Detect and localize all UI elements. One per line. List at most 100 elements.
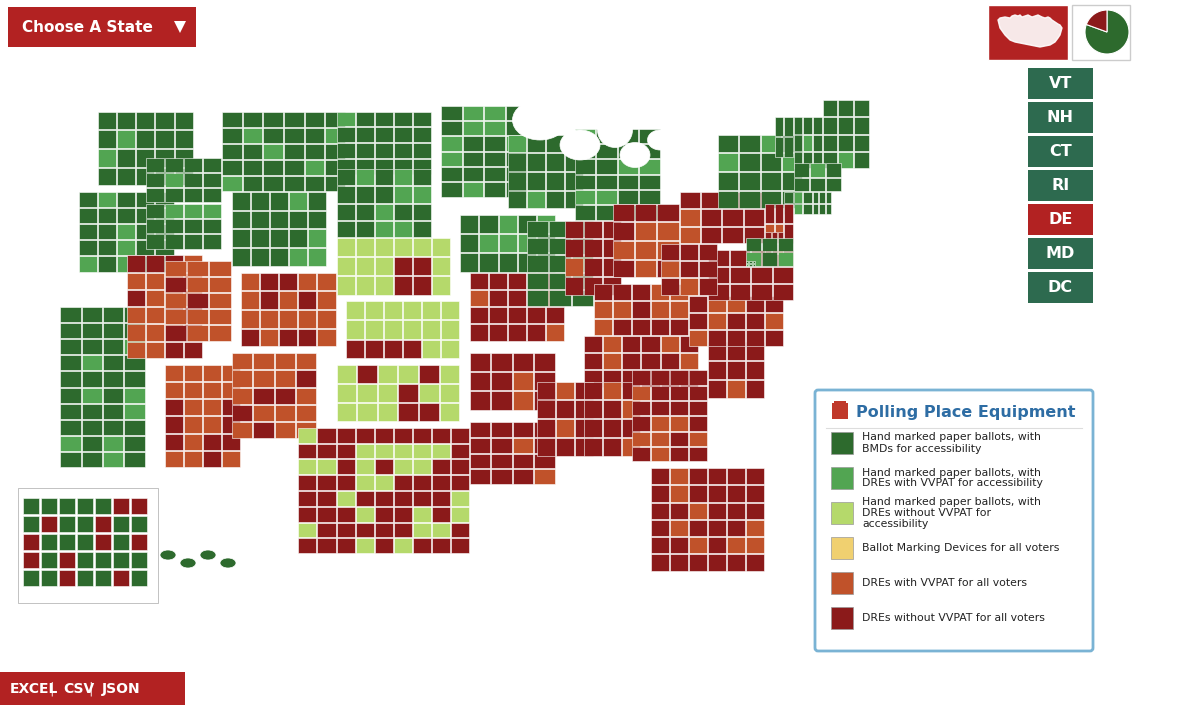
Bar — [394, 203, 412, 220]
Bar — [41, 552, 58, 568]
Bar — [432, 491, 450, 506]
Bar — [118, 240, 136, 255]
Bar — [766, 313, 784, 329]
Bar — [318, 475, 336, 490]
Bar — [241, 310, 259, 328]
Bar — [413, 507, 431, 522]
Bar — [635, 241, 656, 259]
Bar — [184, 307, 202, 323]
Bar — [670, 432, 688, 446]
Bar — [442, 340, 460, 358]
Bar — [79, 257, 97, 272]
Bar — [442, 106, 462, 120]
Bar — [413, 111, 431, 126]
Bar — [413, 169, 431, 185]
Text: BMDs for accessibility: BMDs for accessibility — [862, 444, 982, 454]
Bar — [60, 420, 80, 435]
Bar — [365, 301, 383, 320]
Bar — [439, 403, 460, 421]
Bar — [442, 320, 460, 339]
Bar — [762, 238, 778, 252]
Bar — [232, 405, 252, 421]
Bar — [527, 307, 545, 323]
Bar — [826, 192, 832, 203]
Bar — [508, 272, 526, 289]
Bar — [642, 336, 660, 352]
Bar — [575, 160, 595, 174]
Bar — [536, 253, 554, 272]
Bar — [103, 452, 124, 467]
Bar — [164, 324, 184, 340]
Bar — [536, 438, 554, 455]
Bar — [508, 172, 526, 189]
Bar — [308, 211, 326, 228]
Bar — [746, 503, 764, 519]
Bar — [241, 272, 259, 290]
Bar — [251, 230, 269, 247]
Polygon shape — [12, 65, 67, 135]
Bar — [727, 520, 745, 536]
Bar — [232, 353, 252, 369]
Bar — [596, 160, 617, 174]
Bar — [751, 250, 772, 266]
Bar — [491, 422, 512, 437]
Bar — [730, 250, 750, 266]
Bar — [491, 372, 512, 391]
Bar — [727, 485, 745, 501]
Bar — [652, 301, 670, 318]
Bar — [727, 537, 745, 553]
Bar — [394, 128, 412, 142]
Bar — [1028, 136, 1093, 167]
Bar — [137, 240, 155, 255]
Bar — [98, 130, 116, 148]
Bar — [98, 208, 116, 223]
Bar — [470, 353, 491, 372]
Bar — [60, 355, 80, 370]
Bar — [318, 310, 336, 328]
Bar — [613, 301, 631, 318]
Bar — [679, 261, 697, 277]
Bar — [146, 290, 164, 306]
Bar — [822, 117, 838, 133]
Bar — [826, 178, 841, 191]
Bar — [830, 537, 853, 559]
Bar — [355, 444, 373, 459]
Bar — [1072, 5, 1130, 60]
Bar — [596, 174, 617, 189]
Bar — [413, 238, 431, 256]
Bar — [766, 233, 770, 242]
Bar — [635, 222, 656, 240]
Text: accessibility: accessibility — [862, 519, 929, 529]
Bar — [830, 607, 853, 629]
Bar — [103, 355, 124, 370]
Bar — [491, 353, 512, 372]
Bar — [60, 339, 80, 354]
Bar — [355, 169, 373, 185]
Bar — [384, 301, 402, 320]
Polygon shape — [174, 21, 186, 33]
Bar — [299, 538, 317, 553]
Bar — [275, 388, 295, 403]
Bar — [679, 226, 700, 242]
Bar — [463, 152, 484, 166]
Bar — [118, 149, 136, 167]
Bar — [103, 420, 124, 435]
Bar — [517, 234, 535, 252]
Bar — [708, 520, 726, 536]
Bar — [670, 447, 688, 462]
Bar — [60, 436, 80, 451]
Bar — [374, 491, 392, 506]
Bar — [746, 537, 764, 553]
Bar — [604, 381, 622, 399]
Bar — [830, 432, 853, 454]
Bar — [305, 128, 324, 143]
Bar — [708, 380, 726, 398]
Bar — [814, 192, 818, 203]
Text: NH: NH — [1046, 110, 1074, 125]
Bar — [718, 153, 738, 171]
Bar — [485, 106, 505, 120]
Bar — [118, 167, 136, 185]
Bar — [746, 342, 764, 359]
Bar — [727, 330, 745, 346]
Bar — [746, 252, 761, 266]
